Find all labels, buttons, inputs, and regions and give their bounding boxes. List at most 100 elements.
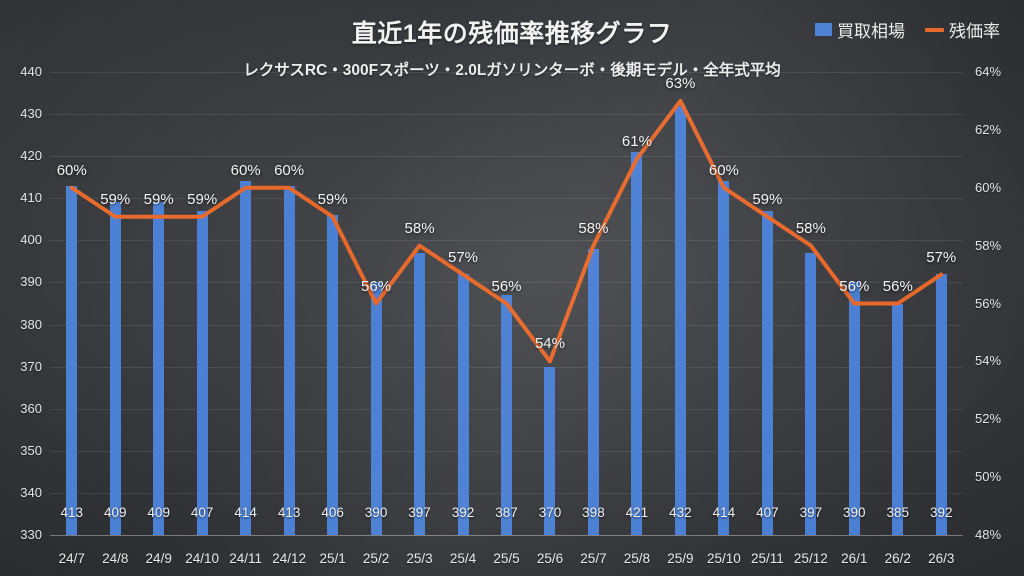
bar-value-label: 409	[147, 505, 170, 520]
bar-column[interactable]	[718, 181, 730, 535]
x-axis-tick-label: 24/8	[102, 551, 129, 566]
line-value-label: 60%	[274, 161, 305, 179]
line-value-label: 59%	[317, 190, 348, 208]
bar-value-label: 370	[538, 505, 562, 520]
chart-subtitle: レクサスRC・300Fスポーツ・2.0Lガソリンターボ・後期モデル・全年式平均	[243, 62, 781, 79]
line-path	[69, 98, 944, 364]
bar-column[interactable]	[457, 274, 469, 535]
line-value-label: 60%	[708, 161, 739, 179]
line-value-label: 59%	[143, 190, 174, 208]
line-value-label: 59%	[187, 190, 218, 208]
gridline	[50, 72, 963, 73]
y-axis-right-tick-label: 52%	[975, 411, 1002, 427]
line-value-label: 56%	[491, 277, 522, 295]
y-axis-left-tick-label: 340	[20, 484, 42, 500]
bar-column[interactable]	[587, 248, 599, 535]
line-value-label: 58%	[578, 219, 609, 237]
y-axis-right-tick-label: 58%	[975, 237, 1002, 253]
x-axis-tick-label: 25/5	[493, 551, 520, 566]
bar-column[interactable]	[327, 215, 339, 535]
y-axis-right-tick-label: 48%	[975, 527, 1002, 542]
bar-column[interactable]	[283, 185, 295, 535]
bar-value-label: 387	[495, 505, 518, 520]
bar-value-label: 421	[625, 505, 649, 520]
y-axis-left-tick-label: 440	[20, 64, 42, 79]
legend-bar-swatch-icon	[815, 23, 832, 36]
page-title: 直近1年の残価率推移グラフ	[351, 20, 673, 48]
bar-column[interactable]	[153, 202, 165, 535]
y-axis-right-tick-label: 54%	[975, 353, 1002, 369]
bar-column[interactable]	[240, 181, 252, 535]
x-axis-tick-label: 25/1	[319, 551, 346, 566]
bar-column[interactable]	[196, 210, 208, 535]
legend-item-label: 残価率	[949, 22, 1000, 41]
bar-value-label: 397	[408, 505, 431, 520]
x-axis-tick-label: 25/8	[623, 551, 651, 566]
bar-value-label: 390	[843, 505, 866, 520]
x-axis-tick-label: 24/10	[185, 551, 220, 566]
bar-column[interactable]	[674, 105, 686, 535]
y-axis-left-tick-label: 330	[20, 527, 42, 542]
bar-column[interactable]	[631, 151, 643, 535]
bar-column[interactable]	[935, 274, 947, 535]
gridline	[50, 114, 963, 116]
y-axis-left-tick-label: 370	[20, 358, 42, 374]
line-value-label: 61%	[621, 132, 652, 150]
x-axis-tick-label: 24/11	[229, 551, 263, 566]
x-axis-tick-label: 24/12	[272, 551, 306, 566]
y-axis-right-tick-label: 64%	[975, 64, 1002, 79]
line-value-label: 59%	[100, 190, 131, 208]
line-value-label: 63%	[665, 74, 696, 92]
bar-value-label: 385	[886, 505, 910, 520]
legend-item-bar[interactable]: 買取相場	[815, 17, 905, 42]
y-axis-left-tick-label: 430	[20, 106, 42, 122]
y-axis-right-tick-label: 60%	[975, 179, 1002, 195]
bar-column[interactable]	[109, 202, 121, 535]
bar-value-label: 413	[277, 505, 301, 520]
line-value-label: 60%	[56, 161, 87, 179]
x-axis-tick-label: 26/3	[928, 551, 955, 566]
line-value-label: 59%	[752, 190, 783, 208]
y-axis-left-tick-label: 350	[20, 442, 42, 458]
y-axis-right-tick-label: 50%	[975, 469, 1002, 485]
line-value-label: 56%	[882, 277, 913, 295]
legend-item-line[interactable]: 残価率	[925, 17, 1000, 42]
x-axis-tick-label: 26/1	[841, 551, 868, 566]
bar-value-label: 390	[364, 505, 388, 520]
x-axis-tick-label: 25/11	[750, 551, 784, 566]
y-axis-left-tick-label: 360	[20, 400, 42, 416]
x-axis-tick-label: 25/7	[580, 551, 607, 566]
bar-column[interactable]	[414, 252, 426, 535]
line-value-label: 56%	[361, 277, 392, 295]
bar-column[interactable]	[370, 282, 382, 535]
bar-value-label: 407	[190, 505, 214, 520]
bar-column[interactable]	[805, 252, 817, 535]
x-axis-tick-label: 25/2	[362, 551, 390, 566]
x-axis-tick-label: 25/9	[667, 551, 694, 566]
y-axis-left-tick-label: 420	[20, 148, 42, 164]
y-axis-left-tick-label: 400	[20, 232, 42, 248]
gridline	[50, 535, 963, 536]
x-axis-tick-label: 25/6	[536, 551, 564, 566]
x-axis-tick-label: 26/2	[884, 551, 911, 566]
y-axis-left-tick-label: 380	[20, 316, 42, 332]
x-axis-tick-label: 25/3	[406, 551, 433, 566]
bar-value-label: 398	[582, 505, 605, 520]
bar-column[interactable]	[544, 366, 556, 535]
gridline	[50, 156, 963, 158]
legend-item-label: 買取相場	[837, 22, 905, 41]
bar-column[interactable]	[66, 185, 78, 535]
bar-column[interactable]	[848, 282, 860, 535]
bar-column[interactable]	[892, 303, 904, 535]
bar-value-label: 414	[234, 505, 257, 520]
line-value-label: 57%	[926, 248, 957, 266]
gridline	[50, 198, 963, 200]
bar-value-label: 407	[756, 505, 779, 520]
bar-column[interactable]	[761, 210, 773, 535]
gridline	[50, 240, 963, 242]
bar-value-label: 409	[103, 505, 127, 520]
bar-column[interactable]	[501, 295, 512, 535]
line-value-label: 56%	[839, 277, 870, 295]
